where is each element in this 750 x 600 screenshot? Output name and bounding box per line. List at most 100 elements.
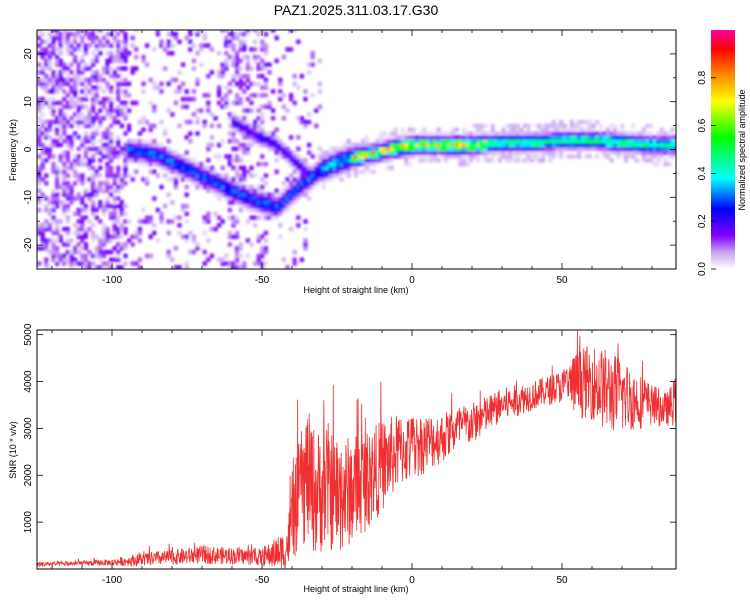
heatmap-cell: [105, 70, 110, 75]
heatmap-cell: [87, 35, 92, 41]
heatmap-cell: [389, 146, 394, 152]
heatmap-cell: [58, 73, 63, 79]
spectrogram-ytick-label: -20: [23, 237, 34, 252]
heatmap-cell: [91, 192, 96, 197]
heatmap-cell: [537, 131, 542, 136]
heatmap-cell: [51, 230, 56, 236]
heatmap-cell: [303, 246, 308, 251]
heatmap-cell: [98, 238, 103, 243]
heatmap-cell: [508, 123, 513, 129]
heatmap-cell: [119, 39, 124, 44]
heatmap-cell: [526, 131, 531, 136]
heatmap-cell: [80, 112, 85, 117]
heatmap-cell: [242, 188, 247, 194]
heatmap-cell: [242, 203, 247, 209]
heatmap-cell: [263, 81, 268, 87]
heatmap-cell: [371, 169, 376, 174]
heatmap-cell: [242, 177, 247, 182]
heatmap-cell: [65, 81, 70, 87]
heatmap-cell: [443, 135, 448, 140]
heatmap-cell: [375, 146, 380, 152]
heatmap-cell: [249, 203, 254, 209]
heatmap-cell: [443, 150, 448, 155]
heatmap-cell: [501, 142, 506, 148]
heatmap-cell: [346, 142, 351, 148]
heatmap-cell: [609, 158, 614, 163]
heatmap-cell: [213, 188, 218, 194]
heatmap-cell: [91, 234, 96, 240]
heatmap-cell: [76, 261, 81, 266]
heatmap-cell: [55, 119, 60, 125]
heatmap-cell: [317, 165, 322, 171]
heatmap-cell: [533, 142, 538, 148]
heatmap-cell: [155, 150, 160, 155]
heatmap-cell: [217, 196, 222, 201]
heatmap-cell: [443, 138, 448, 144]
heatmap-cell: [425, 154, 430, 159]
heatmap-cell: [159, 150, 164, 155]
heatmap-cell: [145, 161, 150, 167]
heatmap-cell: [263, 66, 268, 71]
heatmap-cell: [436, 158, 441, 163]
heatmap-cell: [317, 158, 322, 163]
heatmap-cell: [299, 119, 304, 125]
heatmap-cell: [166, 158, 171, 163]
heatmap-cell: [55, 246, 60, 251]
heatmap-cell: [249, 135, 254, 140]
heatmap-cell: [497, 150, 502, 155]
heatmap-cell: [559, 131, 564, 136]
heatmap-cell: [256, 116, 261, 121]
heatmap-cell: [137, 230, 142, 236]
heatmap-cell: [310, 54, 315, 60]
heatmap-cell: [170, 169, 175, 174]
heatmap-cell: [173, 215, 178, 220]
heatmap-cell: [58, 100, 63, 106]
heatmap-cell: [544, 146, 549, 152]
heatmap-cell: [278, 223, 283, 228]
heatmap-cell: [217, 51, 222, 56]
heatmap-cell: [51, 73, 56, 79]
heatmap-cell: [170, 112, 175, 117]
heatmap-cell: [58, 85, 63, 90]
heatmap-cell: [231, 73, 236, 79]
heatmap-cell: [281, 93, 286, 98]
heatmap-cell: [191, 165, 196, 171]
heatmap-cell: [91, 104, 96, 109]
heatmap-cell: [231, 200, 236, 205]
heatmap-cell: [112, 58, 117, 64]
heatmap-cell: [152, 108, 157, 113]
heatmap-cell: [209, 173, 214, 178]
heatmap-cell: [566, 138, 571, 144]
heatmap-cell: [94, 192, 99, 197]
heatmap-cell: [51, 85, 56, 90]
heatmap-cell: [299, 73, 304, 79]
heatmap-cell: [263, 43, 268, 48]
heatmap-cell: [303, 177, 308, 182]
heatmap-cell: [307, 142, 312, 148]
heatmap-cell: [83, 226, 88, 232]
heatmap-cell: [292, 196, 297, 201]
heatmap-cell: [65, 261, 70, 266]
heatmap-cell: [105, 51, 110, 56]
heatmap-cell: [112, 230, 117, 236]
heatmap-cell: [454, 127, 459, 132]
heatmap-cell: [595, 146, 600, 152]
heatmap-cell: [37, 119, 42, 125]
heatmap-cell: [231, 135, 236, 140]
heatmap-cell: [659, 154, 664, 159]
heatmap-cell: [55, 203, 60, 209]
heatmap-cell: [73, 89, 78, 94]
heatmap-cell: [328, 146, 333, 152]
heatmap-cell: [145, 154, 150, 159]
heatmap-cell: [202, 181, 207, 186]
heatmap-cell: [62, 226, 67, 232]
heatmap-cell: [260, 246, 265, 251]
heatmap-cell: [267, 138, 272, 144]
heatmap-cell: [62, 207, 67, 213]
heatmap-cell: [400, 135, 405, 140]
heatmap-cell: [109, 31, 114, 37]
heatmap-cell: [577, 119, 582, 125]
heatmap-cell: [55, 77, 60, 83]
heatmap-cell: [415, 142, 420, 148]
heatmap-cell: [317, 173, 322, 178]
